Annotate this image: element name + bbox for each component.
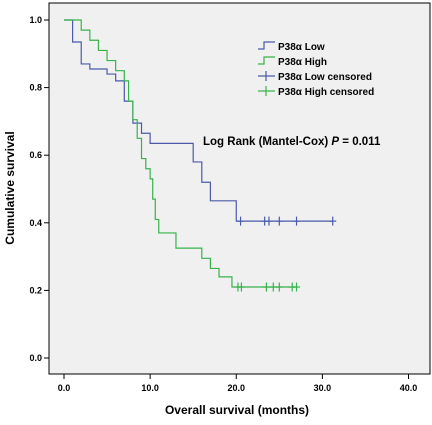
censored-mark-low <box>329 216 337 226</box>
x-tick-label: 30.0 <box>314 383 332 393</box>
legend-low-symbol <box>258 41 275 50</box>
x-tick-label: 0.0 <box>58 383 71 393</box>
p-value: = 0.011 <box>339 136 381 148</box>
legend-label-low: P38α Low <box>278 42 325 53</box>
censored-mark-high <box>275 282 283 292</box>
series-high-line <box>64 19 297 288</box>
censored-mark-low <box>265 216 273 226</box>
legend-low-censored-symbol <box>258 71 275 81</box>
legend-label-low-censored: P38α Low censored <box>278 72 372 83</box>
legend-box <box>252 36 400 104</box>
legend: P38α Low P38α High P38α Low censored P38… <box>252 36 400 104</box>
x-tick-label: 40.0 <box>400 383 418 393</box>
censored-mark-low <box>293 216 301 226</box>
series-layer <box>64 19 337 292</box>
censored-mark-high <box>237 282 245 292</box>
y-tick-label: 0.8 <box>29 83 42 93</box>
x-axis-label: Overall survival (months) <box>165 403 309 417</box>
x-tick-label: 20.0 <box>227 383 245 393</box>
legend-high-censored-symbol <box>258 86 275 96</box>
y-tick-label: 0.6 <box>29 150 42 160</box>
y-tick-label: 0.4 <box>29 218 42 228</box>
legend-label-high-censored: P38α High censored <box>278 87 374 98</box>
censored-mark-high <box>269 282 277 292</box>
censored-mark-high <box>262 282 270 292</box>
censored-mark-low <box>237 216 245 226</box>
censored-mark-high <box>293 282 301 292</box>
log-rank-annotation: Log Rank (Mantel-Cox) P = 0.011 <box>203 136 381 148</box>
legend-label-high: P38α High <box>278 57 327 68</box>
legend-high-symbol <box>258 56 275 65</box>
axes: 0.0 0.2 0.4 0.6 0.8 1.0 0.0 10.0 20.0 30.0 40.0 <box>29 15 417 393</box>
y-tick-label: 0.0 <box>29 353 42 363</box>
y-axis-label: Cumulative survival <box>3 131 17 244</box>
p-symbol: P <box>331 136 339 148</box>
x-tick-label: 10.0 <box>141 383 159 393</box>
y-tick-label: 1.0 <box>29 15 42 25</box>
y-tick-label: 0.2 <box>29 285 42 295</box>
log-rank-text: Log Rank (Mantel-Cox) <box>203 136 331 148</box>
censored-mark-low <box>275 216 283 226</box>
